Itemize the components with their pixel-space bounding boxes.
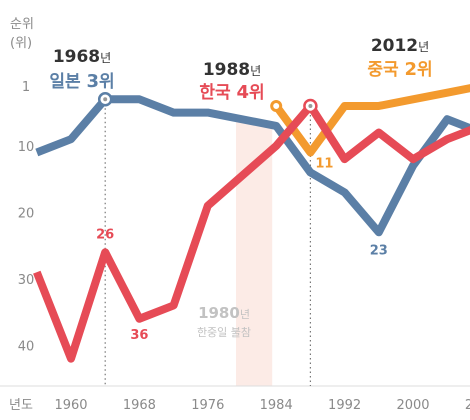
series-line-한국 bbox=[33, 101, 470, 363]
band-note: 한중일 불참 bbox=[197, 325, 251, 339]
y-axis-unit: (위) bbox=[10, 36, 32, 51]
data-label: 36 bbox=[130, 328, 148, 343]
y-tick-label: 1 bbox=[22, 80, 30, 95]
data-label: 11 bbox=[315, 157, 333, 172]
series-line-중국 bbox=[272, 84, 470, 157]
annotation-year: 1988년 bbox=[203, 60, 261, 80]
annotation-marker-dot bbox=[308, 103, 313, 108]
x-tick-label: 1984 bbox=[260, 398, 293, 413]
series-start-marker bbox=[270, 99, 283, 112]
y-tick-label: 40 bbox=[18, 339, 35, 354]
x-tick-label: 1960 bbox=[54, 398, 87, 413]
x-axis-title: 년도 bbox=[9, 398, 33, 413]
data-label: 26 bbox=[96, 227, 114, 242]
y-axis-title: 순위 bbox=[10, 17, 34, 32]
x-tick-label: 1992 bbox=[328, 398, 361, 413]
annotation-label: 중국 2위 bbox=[367, 59, 432, 80]
annotation-label: 한국 4위 bbox=[199, 82, 264, 103]
annotation-label: 일본 3위 bbox=[49, 71, 114, 92]
data-label: 23 bbox=[370, 243, 388, 258]
annotation-year: 2012년 bbox=[371, 36, 429, 56]
y-tick-label: 20 bbox=[18, 206, 35, 221]
x-tick-label: 2000 bbox=[396, 398, 429, 413]
y-tick-label: 30 bbox=[18, 273, 35, 288]
y-tick-label: 10 bbox=[18, 140, 35, 155]
x-tick-label: 2008 bbox=[465, 398, 470, 413]
annotation-marker-dot bbox=[103, 97, 108, 102]
band-year: 1980년 bbox=[198, 304, 250, 322]
annotation-year: 1968년 bbox=[53, 47, 111, 67]
x-tick-label: 1968 bbox=[123, 398, 156, 413]
x-tick-label: 1976 bbox=[191, 398, 224, 413]
